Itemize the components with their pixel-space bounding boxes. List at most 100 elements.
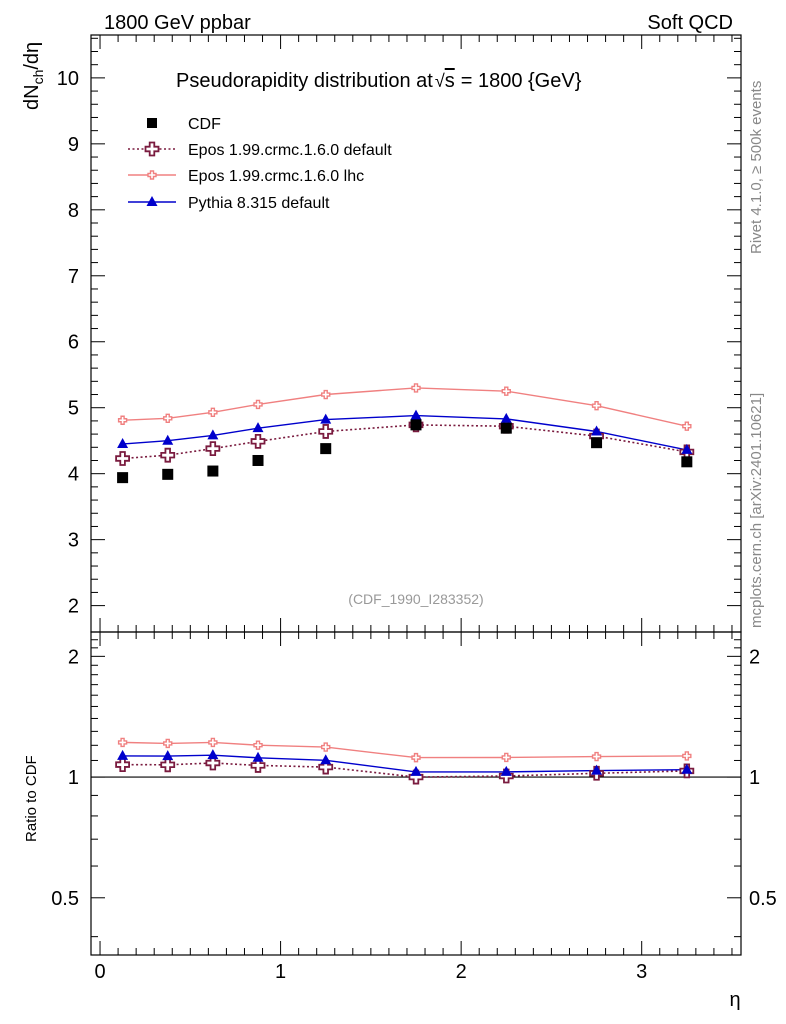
ratio-point-pythia — [162, 750, 174, 761]
ratio-y-axis-label: Ratio to CDF — [23, 755, 40, 842]
main-point-pythia — [207, 429, 219, 440]
legend-label-cdf: CDF — [188, 116, 221, 133]
main-point-epos_lhc — [321, 389, 331, 400]
ratio-point-epos_lhc — [682, 751, 692, 761]
ratio-point-pythia — [207, 749, 219, 760]
main-point-pythia — [681, 443, 693, 454]
main-point-cdf — [162, 468, 174, 480]
ratio-y-tick-label-right: 0.5 — [749, 888, 777, 910]
x-tick-label: 3 — [636, 961, 647, 983]
main-point-epos_lhc — [501, 386, 511, 396]
main-line-epos_lhc — [122, 387, 687, 427]
main-point-cdf — [252, 454, 264, 466]
main-point-epos_lhc — [411, 383, 421, 393]
y-tick-label: 4 — [68, 464, 79, 486]
main-point-epos_default — [250, 433, 266, 449]
y-tick-label: 3 — [68, 530, 79, 552]
main-point-cdf — [681, 456, 693, 468]
x-axis-label: η — [729, 989, 740, 1011]
y-tick-label: 7 — [68, 266, 79, 288]
main-point-pythia — [162, 434, 174, 445]
ratio-point-pythia — [500, 765, 512, 776]
ratio-point-pythia — [117, 749, 129, 760]
main-point-cdf — [591, 437, 603, 449]
main-point-epos_lhc — [253, 399, 263, 410]
ratio-point-pythia — [320, 754, 332, 765]
legend-entry-epos-lhc: Epos 1.99.crmc.1.6.0 lhc — [128, 168, 364, 185]
ratio-plot-frame — [90, 631, 742, 956]
legend: CDF Epos 1.99.crmc.1.6.0 default Epos 1.… — [128, 116, 392, 212]
main-point-cdf — [500, 422, 512, 434]
ratio-y-tick-label-left: 1 — [68, 767, 79, 789]
legend-entry-pythia: Pythia 8.315 default — [128, 195, 330, 212]
ratio-point-epos_lhc — [163, 738, 173, 749]
rivet-label: Rivet 4.1.0, ≥ 500k events — [748, 81, 765, 254]
main-point-pythia — [320, 413, 332, 424]
ratio-point-epos_lhc — [591, 751, 602, 762]
main-point-epos_lhc — [163, 413, 173, 423]
ratio-point-epos_lhc — [253, 740, 263, 750]
y-tick-label: 2 — [68, 596, 79, 618]
main-point-pythia — [252, 422, 264, 433]
ratio-point-epos_default — [250, 758, 266, 773]
mcplots-label: mcplots.cern.ch [arXiv:2401.10621] — [748, 393, 765, 628]
legend-marker-pythia — [146, 196, 158, 206]
main-point-cdf — [320, 443, 332, 455]
analysis-tag: (CDF_1990_I283352) — [348, 591, 483, 607]
legend-label-epos-default: Epos 1.99.crmc.1.6.0 default — [188, 142, 392, 159]
legend-label-epos-lhc: Epos 1.99.crmc.1.6.0 lhc — [188, 168, 364, 185]
legend-label-pythia: Pythia 8.315 default — [188, 195, 330, 212]
main-point-epos_lhc — [682, 421, 692, 431]
ratio-y-tick-label-right: 1 — [749, 767, 760, 789]
main-line-epos_default — [122, 424, 687, 460]
ratio-point-epos_default — [115, 757, 130, 773]
ratio-point-epos_lhc — [411, 752, 421, 763]
main-point-epos_default — [205, 441, 221, 457]
y-tick-label: 6 — [68, 332, 79, 354]
ratio-y-tick-label-right: 2 — [749, 646, 760, 668]
x-tick-label: 1 — [275, 961, 286, 983]
y-tick-label: 8 — [68, 200, 79, 222]
x-tick-label: 2 — [456, 961, 467, 983]
ratio-point-pythia — [681, 763, 693, 774]
main-point-epos_lhc — [591, 401, 602, 411]
main-point-pythia — [500, 412, 512, 423]
ratio-point-pythia — [410, 765, 422, 776]
main-point-pythia — [410, 409, 422, 420]
ratio-y-tick-label-left: 0.5 — [51, 888, 79, 910]
ratio-point-epos_lhc — [321, 742, 331, 752]
main-point-epos_lhc — [117, 415, 128, 425]
main-line-pythia — [122, 414, 687, 451]
legend-marker-epos-lhc — [147, 170, 157, 180]
y-tick-label: 5 — [68, 398, 79, 420]
ratio-point-epos_default — [160, 757, 176, 773]
ratio-point-epos_lhc — [117, 737, 128, 748]
ratio-point-epos_default — [318, 759, 334, 775]
ratio-y-tick-label-left: 2 — [68, 646, 79, 668]
ratio-point-pythia — [591, 764, 603, 775]
main-point-epos_lhc — [208, 407, 218, 418]
main-point-cdf — [117, 472, 129, 484]
main-point-pythia — [591, 425, 603, 436]
ratio-point-epos_lhc — [208, 737, 218, 748]
x-tick-label: 0 — [94, 961, 105, 983]
y-tick-label: 10 — [57, 68, 79, 90]
y-tick-label: 9 — [68, 134, 79, 156]
ratio-point-epos_default — [205, 755, 221, 771]
header-right: Soft QCD — [647, 12, 733, 34]
main-point-epos_default — [318, 424, 334, 439]
ratio-point-epos_lhc — [501, 752, 511, 763]
legend-marker-cdf — [147, 118, 157, 128]
legend-entry-cdf: CDF — [147, 116, 221, 133]
main-point-epos_default — [115, 451, 130, 466]
ratio-point-pythia — [252, 751, 264, 762]
y-axis-label: dNch/dη — [21, 42, 46, 110]
main-point-cdf — [410, 419, 422, 431]
main-point-epos_default — [160, 447, 176, 463]
header-left: 1800 GeV ppbar — [104, 12, 251, 34]
plot-title: Pseudorapidity distribution at √s = 1800 {… — [176, 70, 582, 92]
main-point-pythia — [117, 437, 129, 448]
main-point-cdf — [207, 465, 219, 477]
legend-entry-epos-default: Epos 1.99.crmc.1.6.0 default — [128, 141, 392, 159]
